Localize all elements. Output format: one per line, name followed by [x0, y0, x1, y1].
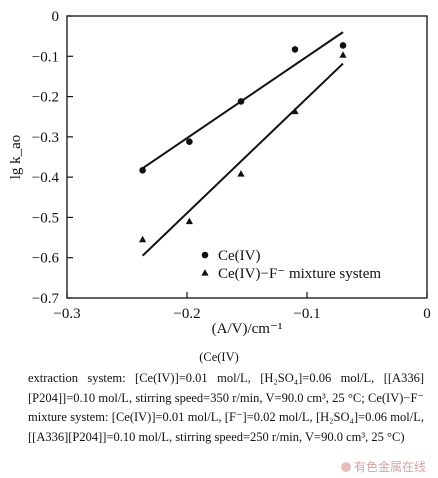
y-tick-label: 0: [52, 9, 60, 25]
data-point-circle: [139, 166, 146, 174]
data-point-circle: [237, 98, 245, 105]
legend-label: Ce(IV)−F⁻ mixture system: [218, 266, 381, 282]
y-tick-label: −0.7: [32, 291, 60, 307]
plot-frame: [66, 15, 428, 299]
data-point-circle: [339, 42, 347, 49]
data-point-triangle: [291, 107, 299, 115]
y-tick-label: −0.5: [32, 210, 59, 226]
data-point-triangle: [339, 51, 347, 58]
legend-label: Ce(IV): [218, 248, 260, 264]
y-tick-label: −0.3: [32, 130, 59, 146]
y-tick-label: −0.6: [32, 251, 60, 267]
x-tick-label: 0: [423, 306, 431, 322]
y-tick-label: −0.4: [32, 170, 60, 186]
watermark-text: 有色金属在线: [353, 460, 426, 474]
watermark: 有色金属在线: [340, 458, 426, 475]
data-point-circle: [186, 138, 193, 145]
y-tick-label: −0.1: [32, 49, 59, 65]
chart: −0.3 −0.2 −0.1 0 0 −0.1 −0.2 −0.3 −0.4 −0.5 −0.6 −0…: [8, 9, 431, 337]
data-point-triangle: [138, 235, 147, 243]
x-tick-label: −0.3: [53, 306, 80, 322]
x-axis-label: (A/V)/cm⁻¹: [212, 321, 283, 337]
y-tick-label: −0.2: [32, 90, 59, 106]
x-tick-label: −0.2: [173, 306, 200, 322]
fit-line: [141, 62, 344, 257]
data-point-circle: [291, 46, 299, 53]
legend: Ce(IV) Ce(IV)−F⁻ mixture system: [201, 248, 381, 282]
legend-marker-triangle: [201, 269, 209, 276]
caption-body: extraction system: [Ce(IV)]=0.01 mol/L, …: [28, 371, 424, 444]
watermark-logo-icon: [340, 462, 351, 472]
data-point-triangle: [237, 170, 245, 177]
x-tick-label: −0.1: [293, 306, 320, 322]
data-point-triangle: [185, 217, 194, 225]
y-axis-label: lg k_ao: [8, 135, 24, 180]
legend-marker-circle: [201, 251, 209, 259]
caption-heading: (Ce(IV): [199, 350, 239, 364]
